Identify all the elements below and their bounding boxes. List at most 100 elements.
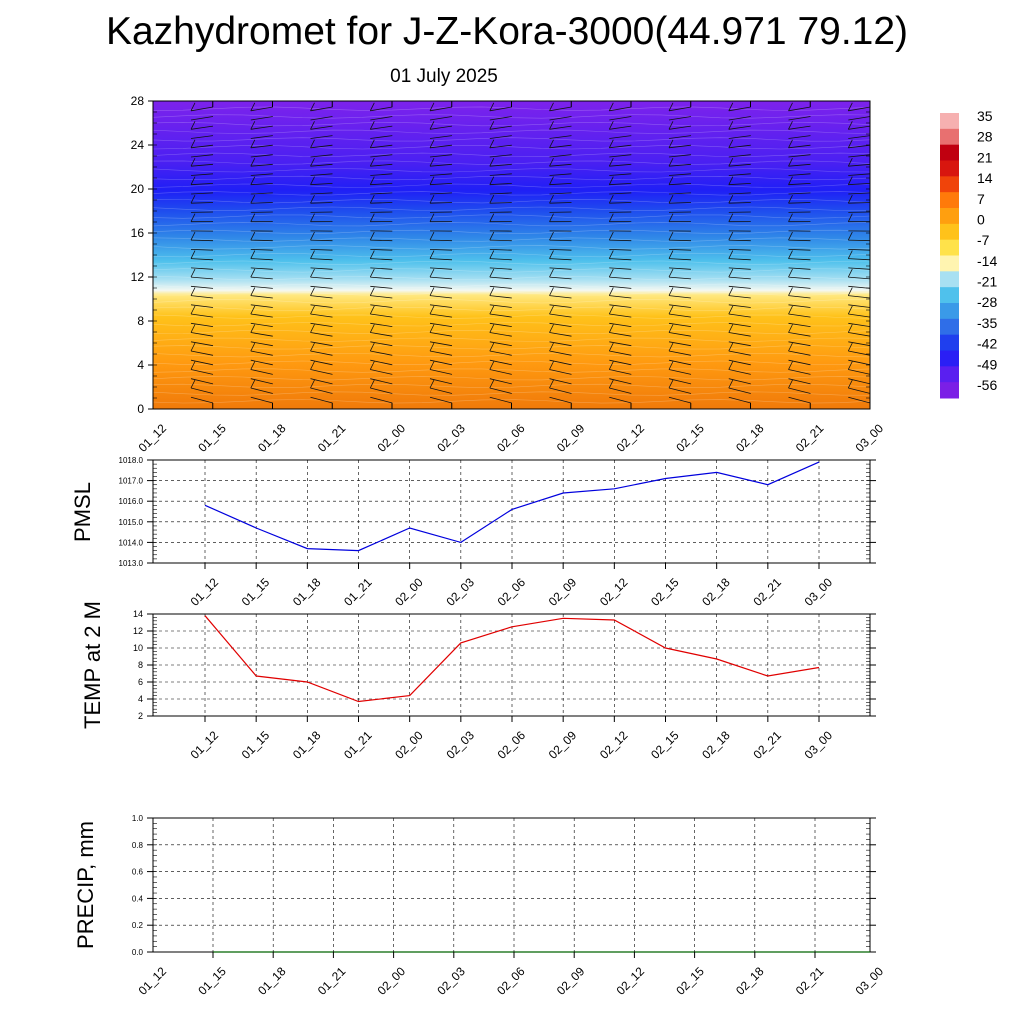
x-tick-label: 01_21 <box>341 728 375 762</box>
wind-barb <box>549 304 572 308</box>
wind-barb <box>609 359 632 366</box>
contour-line <box>152 337 871 342</box>
wind-barb <box>429 202 453 204</box>
contour-line <box>152 383 871 389</box>
wind-barb-flag <box>310 305 315 315</box>
contour-line <box>152 283 871 288</box>
wind-barb-flag <box>668 379 674 389</box>
wind-barb-flag <box>310 324 315 333</box>
wind-barb <box>788 341 811 347</box>
wind-barb <box>609 322 632 327</box>
wind-barb <box>549 125 572 130</box>
wind-barb <box>728 313 751 318</box>
x-tick-label: 01_15 <box>195 964 229 998</box>
wind-barb-flag <box>608 250 614 259</box>
wind-barb <box>310 378 333 385</box>
wind-barb <box>429 239 453 242</box>
wind-barb <box>609 313 632 318</box>
y-tick-label: 8 <box>137 314 144 328</box>
wind-barb <box>668 396 692 404</box>
wind-barb <box>848 173 871 176</box>
wind-barb-flag <box>728 324 734 333</box>
x-tick-label: 02_18 <box>733 964 767 998</box>
wind-barb <box>549 322 572 327</box>
wind-barb <box>788 304 811 308</box>
wind-barb-flag <box>608 213 614 222</box>
wind-barb <box>788 359 811 366</box>
y-tick-label: 1017.0 <box>119 477 144 486</box>
x-tick-label: 03_00 <box>853 421 887 455</box>
wind-barb <box>549 163 572 167</box>
x-tick-label: 01_21 <box>315 421 349 455</box>
wind-barb <box>549 276 572 280</box>
wind-barb-flag <box>369 121 375 130</box>
wind-barb-flag <box>190 176 196 185</box>
wind-barb <box>668 332 692 337</box>
wind-barb <box>788 285 811 289</box>
wind-barb-flag <box>369 213 375 222</box>
wind-barb-flag <box>728 121 734 130</box>
x-tick-label: 02_15 <box>673 421 707 455</box>
x-tick-label: 02_06 <box>495 728 529 762</box>
wind-barb-flag <box>728 250 734 259</box>
contour-line <box>152 214 871 219</box>
contour-line <box>152 329 871 335</box>
wind-barb <box>668 313 692 318</box>
contour-line <box>152 237 871 242</box>
wind-barb <box>370 295 393 299</box>
wind-barb-flag <box>489 102 495 111</box>
wind-barb-flag <box>788 379 793 389</box>
wind-barb <box>310 183 333 186</box>
wind-barb <box>250 387 273 394</box>
wind-barb <box>489 202 512 204</box>
contour-line <box>152 345 871 350</box>
x-tick-label: 02_03 <box>434 964 468 998</box>
wind-barb <box>250 285 273 289</box>
wind-barb-flag <box>728 139 734 148</box>
wind-barb-flag <box>847 361 853 370</box>
wind-barb-flag <box>489 268 495 278</box>
contour-line <box>152 260 871 265</box>
wind-barb-flag <box>369 305 375 315</box>
wind-barb <box>549 192 572 195</box>
wind-barb-flag <box>429 305 435 315</box>
x-tick-label: 02_06 <box>494 421 528 455</box>
wind-barb <box>190 304 214 308</box>
wind-barb <box>190 332 214 337</box>
wind-barb-flag <box>668 176 674 185</box>
wind-barb <box>489 369 512 375</box>
colorbar-label: 21 <box>977 149 993 165</box>
wind-barb <box>190 202 214 204</box>
wind-barb-flag <box>310 231 315 241</box>
wind-barb <box>190 295 214 299</box>
wind-barb <box>609 276 632 280</box>
wind-barb <box>489 239 512 242</box>
wind-barb-flag <box>250 195 256 204</box>
wind-barb <box>190 322 214 327</box>
wind-barb <box>668 295 692 299</box>
wind-barb-flag <box>788 250 793 259</box>
x-tick-label: 01_21 <box>315 964 349 998</box>
wind-barb-flag <box>489 158 495 167</box>
wind-barb <box>429 258 453 261</box>
wind-barb <box>609 249 632 251</box>
wind-barb-flag <box>847 231 853 241</box>
colorbar-swatch <box>940 113 959 130</box>
wind-barb <box>609 332 632 337</box>
contour-line <box>152 299 870 304</box>
wind-barb <box>489 192 512 195</box>
wind-barb <box>370 192 393 195</box>
wind-barb <box>370 396 393 404</box>
wind-barb-flag <box>489 250 495 259</box>
wind-barb <box>788 387 811 394</box>
wind-barb-flag <box>608 158 614 167</box>
wind-barb <box>609 116 632 121</box>
wind-barb <box>609 378 632 385</box>
x-tick-label: 01_21 <box>341 575 375 609</box>
contour-line <box>152 252 871 258</box>
wind-barb-flag <box>549 158 554 167</box>
wind-barb <box>668 154 692 158</box>
x-tick-label: 02_03 <box>434 421 468 455</box>
y-tick-label: 12 <box>131 270 145 284</box>
colorbar-label: -42 <box>977 336 997 352</box>
